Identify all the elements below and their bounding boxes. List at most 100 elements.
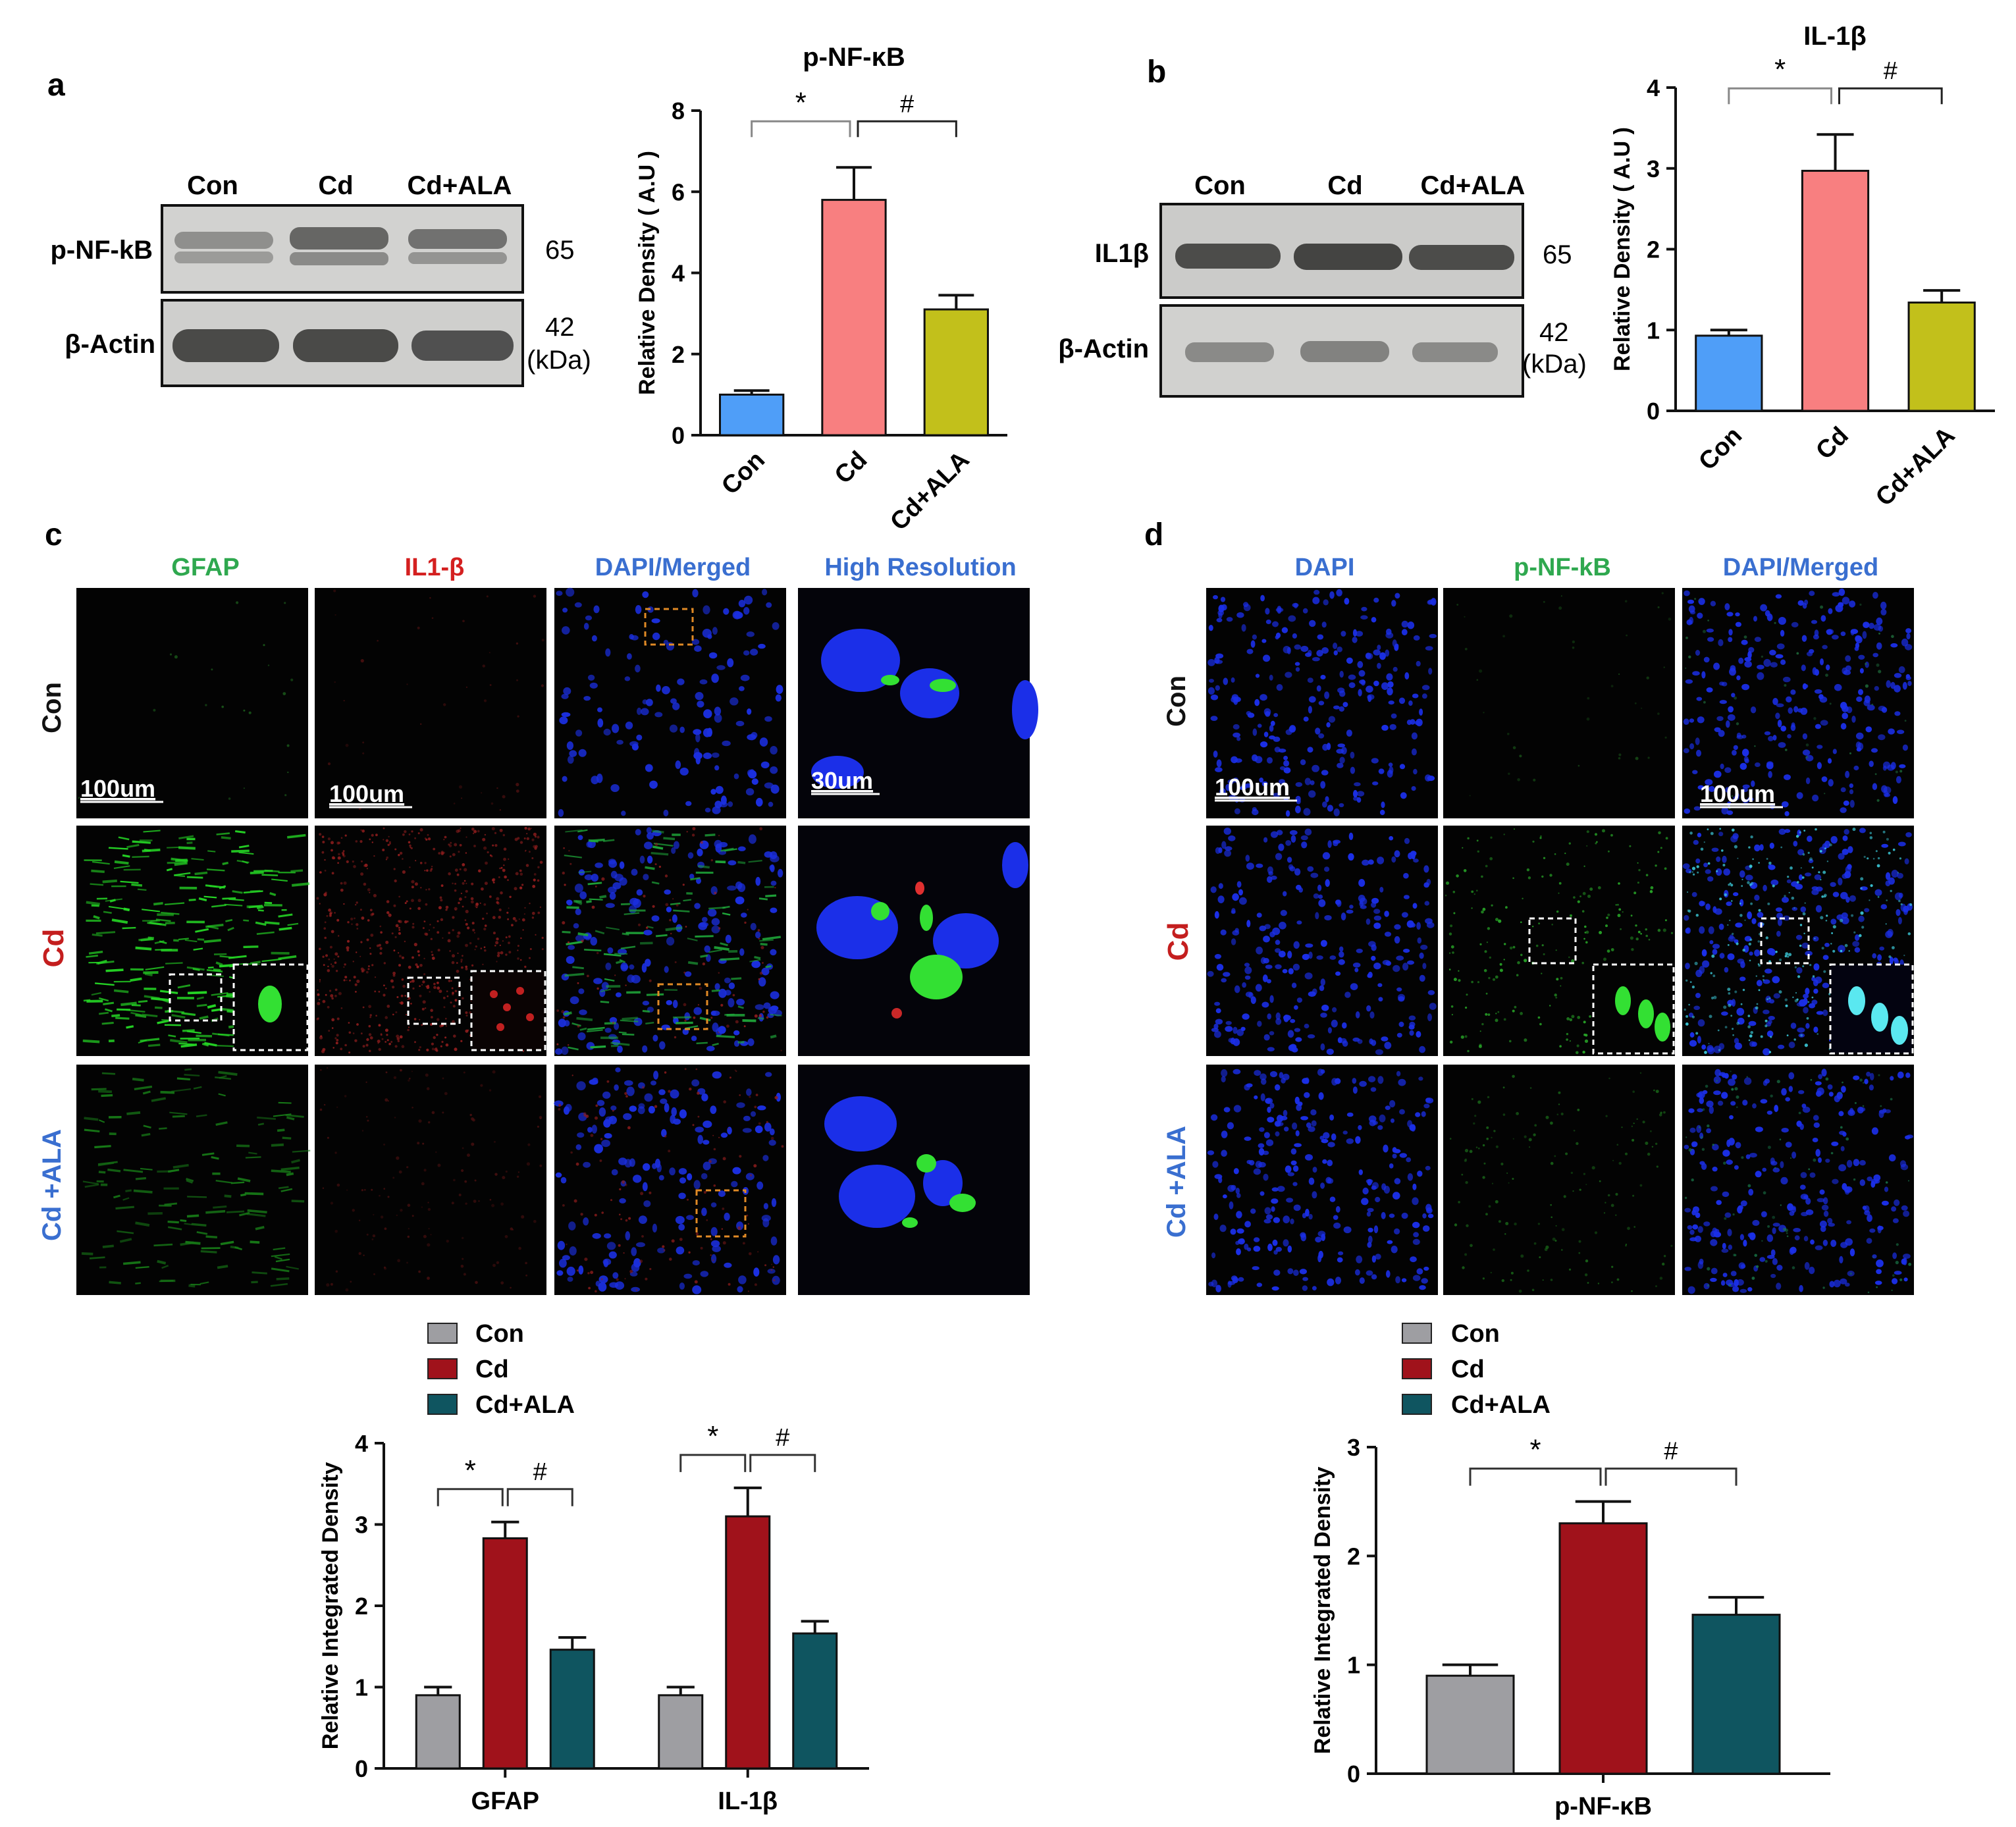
nucleus-dot <box>1302 1277 1308 1281</box>
nucleus-dot <box>1728 637 1733 643</box>
signal-speck <box>382 849 385 851</box>
signal-speck <box>1505 906 1508 909</box>
signal-speck <box>475 903 479 906</box>
nucleus-dot <box>1223 972 1231 977</box>
signal-speck <box>669 918 672 922</box>
nucleus-dot <box>1267 876 1273 883</box>
fiber-stain <box>690 877 701 881</box>
signal-speck <box>712 1259 714 1261</box>
signal-speck <box>378 1047 381 1051</box>
signal-speck <box>344 976 348 979</box>
nucleus-dot <box>1892 796 1898 805</box>
signal-speck <box>684 1068 687 1071</box>
nucleus-dot <box>1740 1264 1746 1269</box>
nucleus-dot <box>1264 1207 1271 1215</box>
signal-speck <box>1748 942 1751 946</box>
nucleus-dot <box>642 591 649 598</box>
signal-speck <box>1730 1071 1732 1072</box>
nucleus-dot <box>1298 1101 1303 1107</box>
y-tick-label: 3 <box>355 1512 368 1539</box>
nucleus-dot <box>1316 955 1323 960</box>
fiber-stain <box>109 1281 121 1284</box>
signal-speck <box>478 1200 480 1202</box>
signal-speck <box>431 1111 435 1115</box>
signal-speck <box>371 1238 374 1240</box>
nucleus-dot <box>1864 1205 1870 1213</box>
signal-speck <box>524 965 527 968</box>
nucleus-dot <box>656 684 661 692</box>
fiber-stain <box>196 996 204 1000</box>
signal-speck <box>1662 928 1666 932</box>
signal-speck <box>366 868 369 870</box>
signal-speck <box>518 918 520 920</box>
signal-speck <box>460 892 463 895</box>
nucleus-dot <box>1721 807 1729 815</box>
panel-c-col-header-hires: High Resolution <box>824 554 1016 581</box>
nucleus-dot <box>1293 1204 1301 1211</box>
nucleus-dot <box>591 635 597 642</box>
signal-speck <box>1815 828 1817 831</box>
nucleus-dot <box>1842 1132 1847 1137</box>
nucleus-dot <box>626 1086 635 1096</box>
signal-speck <box>1663 666 1665 668</box>
signal-speck <box>1579 895 1581 897</box>
nucleus-dot <box>1241 783 1248 789</box>
nucleus-dot <box>657 1248 666 1254</box>
nucleus-dot <box>1856 696 1863 702</box>
signal-speck <box>573 1199 577 1203</box>
nucleus-dot <box>1233 1105 1242 1113</box>
nucleus-dot <box>1830 1240 1837 1247</box>
signal-speck <box>359 909 362 911</box>
nucleus-dot <box>1307 677 1313 683</box>
fiber-stain <box>222 861 229 866</box>
nucleus-dot <box>1389 724 1396 730</box>
nucleus-dot <box>1233 732 1240 738</box>
signal-speck <box>346 946 350 950</box>
nucleus-blob <box>811 756 864 789</box>
signal-speck <box>1490 1271 1492 1274</box>
signal-speck <box>1748 846 1751 849</box>
nucleus-dot <box>1231 677 1235 683</box>
signal-speck <box>425 838 428 841</box>
signal-speck <box>1865 662 1867 666</box>
fiber-stain <box>610 1042 630 1046</box>
signal-speck <box>1660 847 1662 849</box>
signal-speck <box>336 841 340 845</box>
signal-speck <box>1606 949 1610 953</box>
signal-speck <box>398 920 402 924</box>
fiber-stain <box>651 881 660 885</box>
signal-speck <box>379 1024 381 1026</box>
signal-speck <box>537 911 541 914</box>
fiber-stain <box>209 885 217 888</box>
signal-speck <box>1522 897 1524 900</box>
y-tick-label: 4 <box>355 1430 368 1457</box>
signal-speck <box>1558 882 1562 885</box>
signal-speck <box>1795 992 1797 994</box>
nucleus-dot <box>1739 1234 1744 1240</box>
signal-speck <box>433 926 435 929</box>
signal-speck <box>409 907 411 910</box>
nucleus-dot <box>1378 768 1385 774</box>
nucleus-dot <box>561 693 569 699</box>
signal-speck <box>366 1038 369 1042</box>
signal-speck <box>1550 1279 1553 1281</box>
signal-speck <box>1831 932 1834 934</box>
nucleus-dot <box>610 784 620 792</box>
signal-speck <box>1809 857 1813 861</box>
signal-speck <box>334 614 336 616</box>
nucleus-dot <box>764 1123 772 1132</box>
fiber-stain <box>588 839 598 843</box>
nucleus-dot <box>1685 868 1692 874</box>
nucleus-dot <box>1329 955 1337 960</box>
nucleus-dot <box>1731 999 1736 1007</box>
signal-speck <box>1492 978 1496 981</box>
signal-speck <box>535 835 537 838</box>
nucleus-dot <box>577 1132 585 1138</box>
nucleus-dot <box>1888 728 1896 735</box>
signal-speck <box>663 1249 666 1252</box>
nucleus-dot <box>1292 633 1297 639</box>
signal-speck <box>365 1116 368 1118</box>
nucleus-dot <box>748 834 756 844</box>
signal-speck <box>758 1122 761 1125</box>
signal-speck <box>1721 849 1724 852</box>
